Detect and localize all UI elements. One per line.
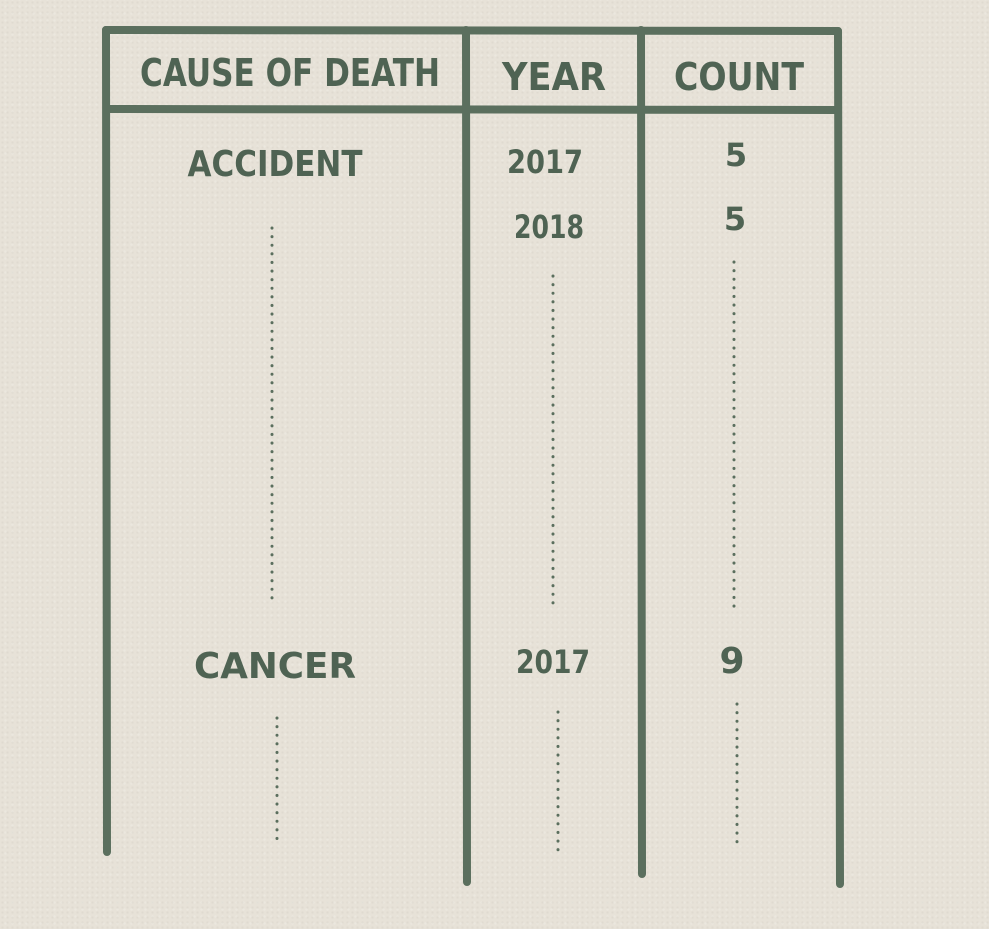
row-1-cause: ACCIDENT	[188, 144, 363, 185]
divider-cause-year	[462, 26, 471, 886]
divider-year-count	[637, 26, 646, 878]
row-2-year: 2018	[514, 208, 584, 246]
left-border	[102, 26, 111, 856]
row-1-count: 5	[725, 136, 747, 174]
row-2-count: 5	[724, 200, 746, 238]
row-1-year: 2017	[507, 143, 583, 181]
header-cause-of-death: CAUSE OF DEATH	[140, 51, 440, 95]
table-frame	[102, 26, 844, 888]
header-bottom-rule	[103, 105, 842, 114]
row-3-year: 2017	[516, 643, 590, 681]
header-year: YEAR	[501, 55, 606, 99]
row-3-count: 9	[719, 641, 744, 682]
header-top-rule	[102, 26, 842, 35]
right-border	[834, 27, 844, 888]
header-count: COUNT	[674, 55, 804, 99]
row-3-cause: CANCER	[194, 646, 356, 687]
